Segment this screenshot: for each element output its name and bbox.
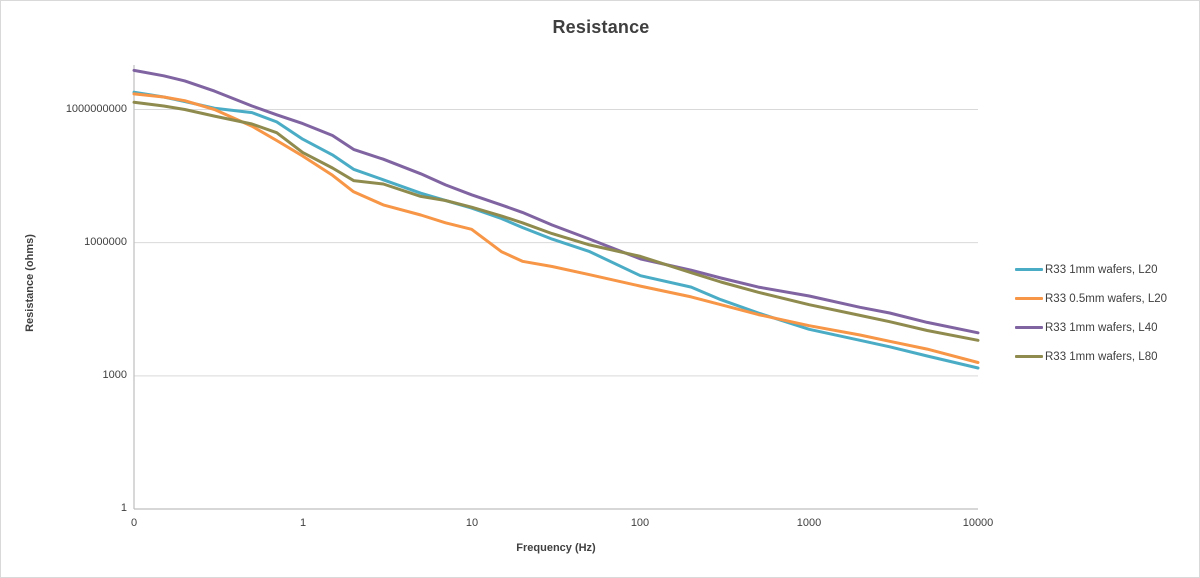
x-tick-label-0: 0	[130, 517, 138, 529]
y-tick-label-1000: 1000	[102, 369, 127, 381]
series-line-3	[132, 100, 980, 342]
legend-item-r33-1mm-l80: R33 1mm wafers, L80	[1015, 342, 1197, 371]
y-tick-label-1000000: 1000000	[84, 236, 127, 248]
legend-label-r33-1mm-l40: R33 1mm wafers, L40	[1045, 321, 1158, 334]
legend-item-r33-05mm-l20: R33 0.5mm wafers, L20	[1015, 284, 1197, 313]
series-line-1	[132, 92, 980, 364]
chart-title: Resistance	[552, 17, 650, 37]
y-tick-label-1000000000: 1000000000	[65, 103, 127, 115]
y-tick-label-1: 1	[120, 502, 127, 514]
x-tick-label-10000: 10000	[962, 517, 994, 529]
legend-label-r33-05mm-l20: R33 0.5mm wafers, L20	[1045, 292, 1168, 305]
legend-swatch-r33-1mm-l40	[1015, 326, 1043, 329]
legend: R33 1mm wafers, L20 R33 0.5mm wafers, L2…	[1015, 255, 1197, 371]
legend-item-r33-1mm-l40: R33 1mm wafers, L40	[1015, 313, 1197, 342]
x-tick-label-10: 10	[465, 517, 479, 529]
legend-label-r33-1mm-l20: R33 1mm wafers, L20	[1045, 263, 1158, 276]
legend-swatch-r33-05mm-l20	[1015, 297, 1043, 300]
x-tick-label-1000: 1000	[796, 517, 822, 529]
x-tick-label-1: 1	[299, 517, 307, 529]
x-tick-label-100: 100	[630, 517, 650, 529]
series-line-2	[132, 68, 980, 335]
legend-item-r33-1mm-l20: R33 1mm wafers, L20	[1015, 255, 1197, 284]
legend-label-r33-1mm-l80: R33 1mm wafers, L80	[1045, 350, 1158, 363]
legend-swatch-r33-1mm-l20	[1015, 268, 1043, 271]
legend-swatch-r33-1mm-l80	[1015, 355, 1043, 358]
series-line-0	[132, 90, 980, 370]
x-axis-title: Frequency (Hz)	[516, 542, 596, 554]
